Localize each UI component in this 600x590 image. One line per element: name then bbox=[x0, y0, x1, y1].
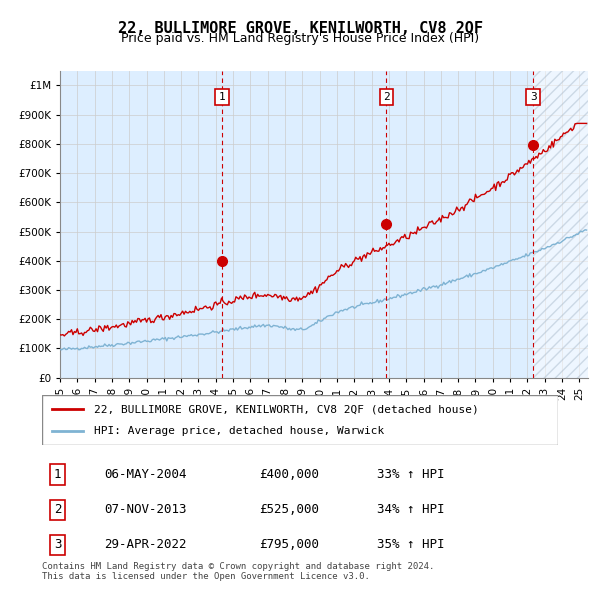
Text: 2: 2 bbox=[383, 92, 389, 102]
Text: 22, BULLIMORE GROVE, KENILWORTH, CV8 2QF (detached house): 22, BULLIMORE GROVE, KENILWORTH, CV8 2QF… bbox=[94, 404, 478, 414]
Text: 22, BULLIMORE GROVE, KENILWORTH, CV8 2QF: 22, BULLIMORE GROVE, KENILWORTH, CV8 2QF bbox=[118, 21, 482, 35]
Text: 3: 3 bbox=[530, 92, 536, 102]
Text: 29-APR-2022: 29-APR-2022 bbox=[104, 538, 187, 551]
Text: 1: 1 bbox=[54, 468, 61, 481]
Bar bbox=[533, 71, 588, 378]
Text: £400,000: £400,000 bbox=[259, 468, 319, 481]
Text: 2: 2 bbox=[54, 503, 61, 516]
Text: 34% ↑ HPI: 34% ↑ HPI bbox=[377, 503, 445, 516]
Text: 33% ↑ HPI: 33% ↑ HPI bbox=[377, 468, 445, 481]
Text: 06-MAY-2004: 06-MAY-2004 bbox=[104, 468, 187, 481]
Text: 1: 1 bbox=[218, 92, 225, 102]
Text: £795,000: £795,000 bbox=[259, 538, 319, 551]
Text: HPI: Average price, detached house, Warwick: HPI: Average price, detached house, Warw… bbox=[94, 427, 384, 437]
FancyBboxPatch shape bbox=[42, 395, 558, 445]
Text: 3: 3 bbox=[54, 538, 61, 551]
Text: 07-NOV-2013: 07-NOV-2013 bbox=[104, 503, 187, 516]
Text: £525,000: £525,000 bbox=[259, 503, 319, 516]
Text: Price paid vs. HM Land Registry's House Price Index (HPI): Price paid vs. HM Land Registry's House … bbox=[121, 32, 479, 45]
Text: Contains HM Land Registry data © Crown copyright and database right 2024.
This d: Contains HM Land Registry data © Crown c… bbox=[42, 562, 434, 581]
Text: 35% ↑ HPI: 35% ↑ HPI bbox=[377, 538, 445, 551]
